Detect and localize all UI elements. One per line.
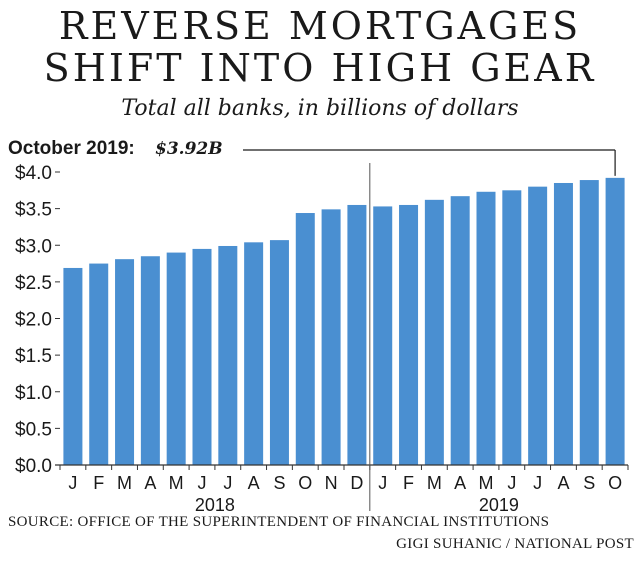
y-tick-label: $3.5 <box>15 200 52 221</box>
x-tick-label: M <box>169 473 184 493</box>
bar <box>553 182 573 466</box>
x-tick-label: F <box>93 473 104 493</box>
bar <box>166 252 186 465</box>
y-tick-label: $2.0 <box>15 310 52 331</box>
x-tick-label: J <box>223 473 232 493</box>
bar <box>63 267 83 465</box>
x-tick-label: M <box>117 473 132 493</box>
x-tick-label: F <box>403 473 414 493</box>
x-tick-label: M <box>479 473 494 493</box>
x-tick-label: A <box>454 473 466 493</box>
x-tick-label: O <box>608 473 622 493</box>
x-tick-label: J <box>378 473 387 493</box>
x-tick-label: D <box>350 473 363 493</box>
y-tick-label: $0.5 <box>15 419 52 440</box>
bar <box>115 259 135 465</box>
x-tick-label: J <box>533 473 542 493</box>
bar <box>295 213 315 465</box>
bar <box>321 209 341 465</box>
chart-subtitle: Total all banks, in billions of dollars <box>121 96 519 121</box>
y-tick-label: $0.0 <box>15 456 52 477</box>
x-tick-label: J <box>507 473 516 493</box>
x-tick-label: A <box>248 473 260 493</box>
bar <box>528 186 548 465</box>
bar <box>347 204 367 465</box>
x-tick-label: J <box>68 473 77 493</box>
x-tick-label: S <box>273 473 285 493</box>
bar <box>450 196 470 466</box>
y-tick-label: $3.0 <box>15 236 52 257</box>
y-axis: $0.0 $0.5 $1.0 $1.5 $2.0 $2.5 $3.0 $3.5 $4.0 <box>15 163 60 477</box>
bar <box>140 256 160 465</box>
year-label: 2019 <box>479 495 519 515</box>
annotation-value: $3.92B <box>155 139 223 159</box>
x-tick-label: A <box>144 473 156 493</box>
y-tick-label: $1.5 <box>15 346 52 367</box>
bar <box>399 204 419 465</box>
credit-note: GIGI SUHANIC / NATIONAL POST <box>396 536 634 552</box>
bar-chart: October 2019: $3.92B $0.0 $0.5 $1.0 $1.5 $2.… <box>8 138 629 515</box>
bar <box>476 191 496 465</box>
y-tick-label: $4.0 <box>15 163 52 184</box>
bar <box>218 245 238 465</box>
x-tick-label: J <box>198 473 207 493</box>
x-tick-label: N <box>325 473 338 493</box>
x-tick-label: O <box>298 473 312 493</box>
chart-title-line-2: SHIFT INTO HIGH GEAR <box>43 46 597 90</box>
bar <box>502 190 522 465</box>
bar <box>579 180 599 465</box>
chart-title-line-1: REVERSE MORTGAGES <box>58 4 582 48</box>
y-tick-label: $1.0 <box>15 383 52 404</box>
x-tick-label: M <box>427 473 442 493</box>
bar <box>424 199 444 465</box>
year-label: 2018 <box>195 495 235 515</box>
bar <box>605 177 625 466</box>
annotation-label: October 2019: <box>8 138 135 159</box>
source-note: SOURCE: OFFICE OF THE SUPERINTENDENT OF … <box>8 514 550 530</box>
bar <box>269 240 289 465</box>
x-tick-label: A <box>557 473 569 493</box>
x-tick-label: S <box>583 473 595 493</box>
y-tick-label: $2.5 <box>15 273 52 294</box>
bar <box>192 248 212 465</box>
bar <box>89 263 109 465</box>
annotation-leader <box>243 149 616 176</box>
bar <box>373 206 393 466</box>
bars-group <box>63 177 625 466</box>
bar <box>244 242 264 465</box>
